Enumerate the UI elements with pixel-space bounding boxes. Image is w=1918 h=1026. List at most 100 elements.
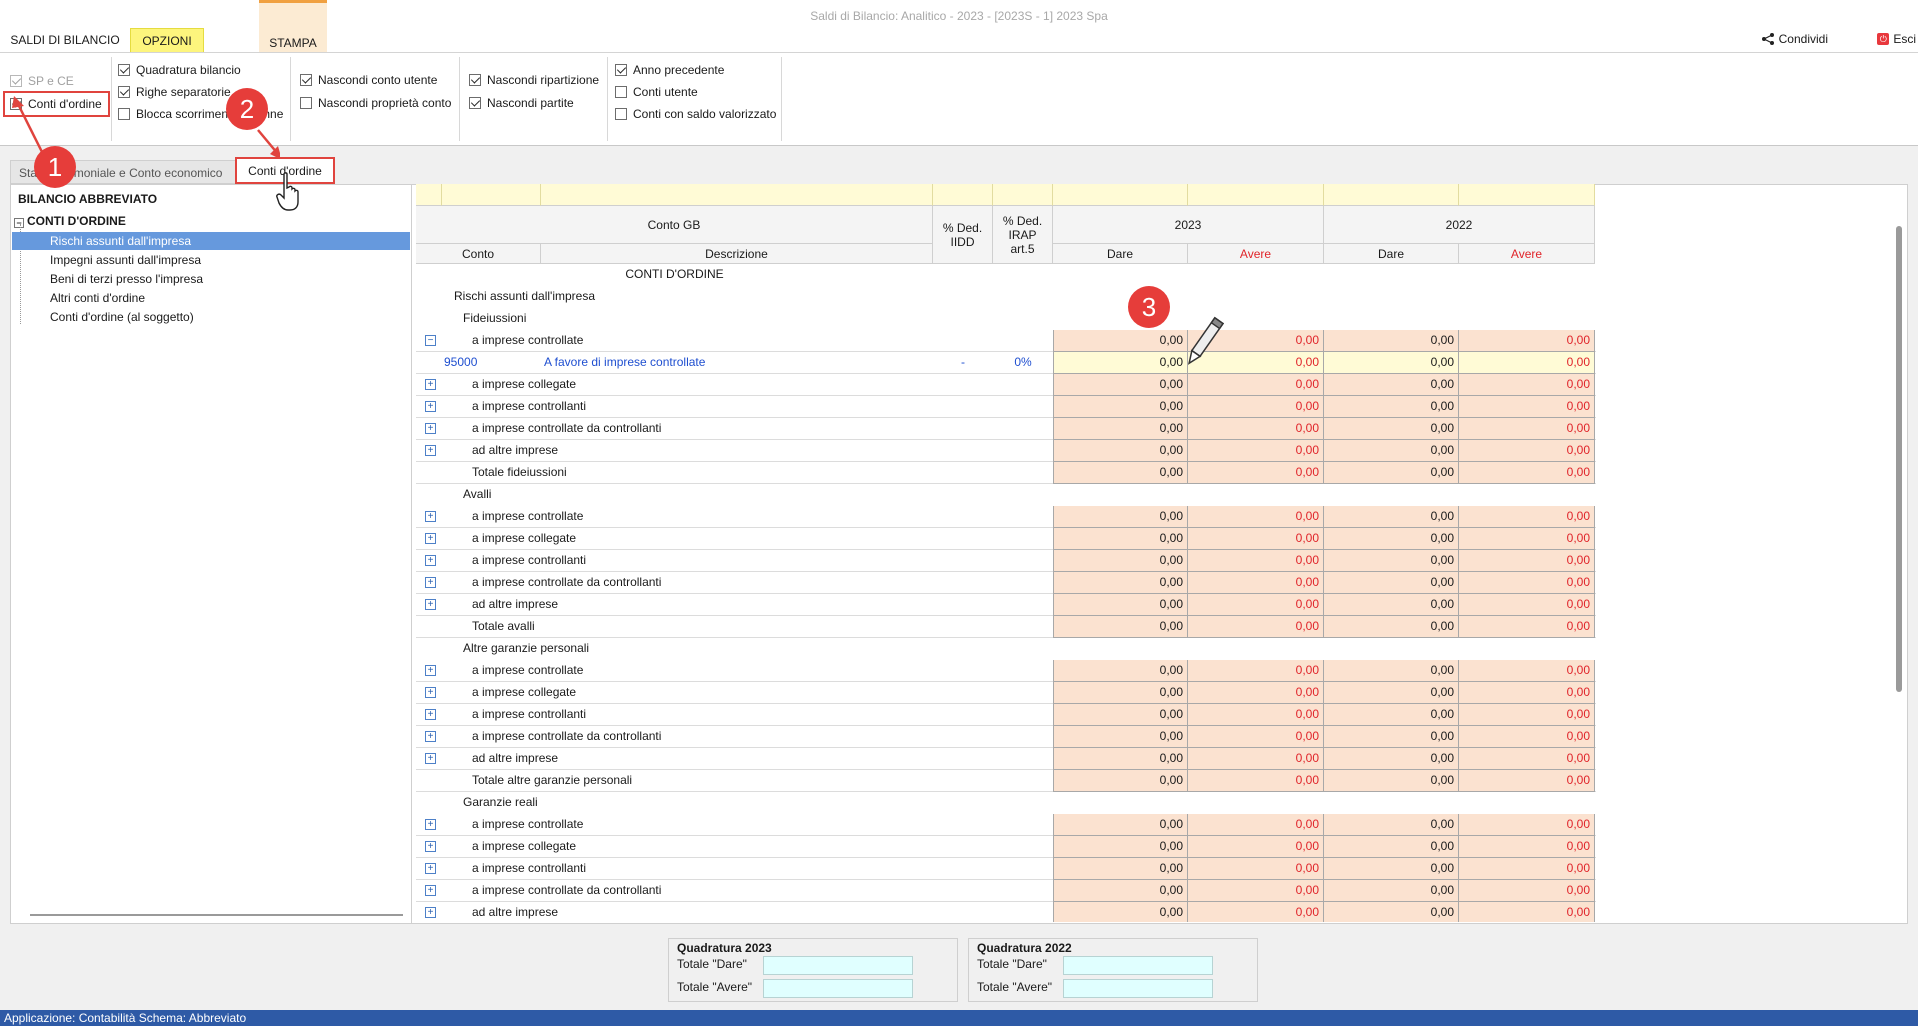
dare-2023-cell[interactable]: 0,00 [1053,374,1188,396]
tree-horizontal-scrollbar[interactable] [30,914,403,916]
avere-2023-cell[interactable]: 0,00 [1188,594,1324,616]
filter-dare-2022[interactable] [1324,184,1459,206]
checkbox-nascondi-ripartizione[interactable] [469,74,481,86]
checkbox-anno-precedente[interactable] [615,64,627,76]
filter-avere-2023[interactable] [1188,184,1324,206]
tab-opzioni[interactable]: OPZIONI [130,28,204,52]
tab-saldi-di-bilancio[interactable]: SALDI DI BILANCIO [10,33,120,47]
avere-2023-cell[interactable]: 0,00 [1188,836,1324,858]
avere-2022-cell[interactable]: 0,00 [1459,374,1595,396]
dare-2023-cell[interactable]: 0,00 [1053,726,1188,748]
header-dare-2023[interactable]: Dare [1053,244,1188,264]
expand-icon[interactable]: + [425,819,436,830]
dare-2023-cell[interactable]: 0,00 [1053,572,1188,594]
checkbox-conti-utente[interactable] [615,86,627,98]
avere-2023-cell[interactable]: 0,00 [1188,352,1324,374]
dare-2023-cell[interactable]: 0,00 [1053,748,1188,770]
dare-2022-cell[interactable]: 0,00 [1324,506,1459,528]
dare-2023-cell[interactable]: 0,00 [1053,682,1188,704]
filter-cell[interactable] [416,184,442,206]
avere-2023-cell[interactable]: 0,00 [1188,330,1324,352]
avere-2022-cell[interactable]: 0,00 [1459,550,1595,572]
dare-2023-cell[interactable]: 0,00 [1053,858,1188,880]
avere-2023-cell[interactable]: 0,00 [1188,902,1324,922]
avere-2022-cell[interactable]: 0,00 [1459,572,1595,594]
tree-group-conti-ordine[interactable]: − CONTI D'ORDINE [14,212,126,230]
tree-item-impegni[interactable]: Impegni assunti dall'impresa [50,253,202,267]
avere-2023-cell[interactable]: 0,00 [1188,726,1324,748]
dare-2022-cell[interactable]: 0,00 [1324,726,1459,748]
checkbox-conti-saldo[interactable] [615,108,627,120]
option-anno-precedente[interactable]: Anno precedente [615,60,724,80]
avere-2022-cell[interactable]: 0,00 [1459,836,1595,858]
dare-2022-cell[interactable]: 0,00 [1324,616,1459,638]
avere-2022-cell[interactable]: 0,00 [1459,660,1595,682]
expand-icon[interactable]: + [425,423,436,434]
option-nascondi-ripartizione[interactable]: Nascondi ripartizione [469,70,599,90]
expand-icon[interactable]: + [425,555,436,566]
dare-2022-cell[interactable]: 0,00 [1324,528,1459,550]
avere-2023-cell[interactable]: 0,00 [1188,572,1324,594]
option-nascondi-partite[interactable]: Nascondi partite [469,93,574,113]
avere-2022-cell[interactable]: 0,00 [1459,462,1595,484]
totale-avere-2022-field[interactable] [1063,979,1213,998]
dare-2022-cell[interactable]: 0,00 [1324,660,1459,682]
tab-stampa[interactable]: STAMPA [259,0,327,52]
expand-icon[interactable]: + [425,599,436,610]
avere-2023-cell[interactable]: 0,00 [1188,528,1324,550]
avere-2022-cell[interactable]: 0,00 [1459,396,1595,418]
avere-2022-cell[interactable]: 0,00 [1459,330,1595,352]
checkbox-nascondi-conto-utente[interactable] [300,74,312,86]
avere-2022-cell[interactable]: 0,00 [1459,748,1595,770]
filter-conto[interactable] [442,184,541,206]
avere-2023-cell[interactable]: 0,00 [1188,374,1324,396]
collapse-icon[interactable]: − [425,335,436,346]
exit-button[interactable]: ⏻ Esci [1877,32,1916,46]
avere-2022-cell[interactable]: 0,00 [1459,704,1595,726]
avere-2023-cell[interactable]: 0,00 [1188,748,1324,770]
tree-root[interactable]: BILANCIO ABBREVIATO [18,192,158,206]
totale-avere-2023-field[interactable] [763,979,913,998]
dare-2023-cell[interactable]: 0,00 [1053,418,1188,440]
avere-2022-cell[interactable]: 0,00 [1459,814,1595,836]
expand-icon[interactable]: + [425,577,436,588]
expand-icon[interactable]: + [425,379,436,390]
option-nascondi-conto-utente[interactable]: Nascondi conto utente [300,70,437,90]
dare-2022-cell[interactable]: 0,00 [1324,814,1459,836]
tree-item-altri-conti[interactable]: Altri conti d'ordine [50,291,146,305]
expand-icon[interactable]: + [425,709,436,720]
avere-2023-cell[interactable]: 0,00 [1188,858,1324,880]
expand-icon[interactable]: + [425,687,436,698]
dare-2022-cell[interactable]: 0,00 [1324,902,1459,922]
dare-2022-cell[interactable]: 0,00 [1324,550,1459,572]
dare-2023-cell[interactable]: 0,00 [1053,528,1188,550]
dare-2023-cell[interactable]: 0,00 [1053,352,1188,374]
dare-2023-cell[interactable]: 0,00 [1053,550,1188,572]
dare-2022-cell[interactable]: 0,00 [1324,858,1459,880]
header-avere-2023[interactable]: Avere [1188,244,1324,264]
option-sp-ce[interactable]: SP e CE [10,71,74,91]
header-descrizione[interactable]: Descrizione [541,244,933,264]
checkbox-sp-ce[interactable] [10,75,22,87]
share-button[interactable]: Condividi [1761,32,1828,46]
dare-2022-cell[interactable]: 0,00 [1324,572,1459,594]
expand-icon[interactable]: + [425,907,436,918]
expand-icon[interactable]: + [425,445,436,456]
filter-ded-iidd[interactable] [933,184,993,206]
dare-2023-cell[interactable]: 0,00 [1053,814,1188,836]
dare-2023-cell[interactable]: 0,00 [1053,506,1188,528]
dare-2023-cell[interactable]: 0,00 [1053,330,1188,352]
filter-ded-irap[interactable] [993,184,1053,206]
avere-2022-cell[interactable]: 0,00 [1459,528,1595,550]
avere-2023-cell[interactable]: 0,00 [1188,770,1324,792]
option-quadratura[interactable]: Quadratura bilancio [118,60,241,80]
expand-icon[interactable]: + [425,511,436,522]
dare-2022-cell[interactable]: 0,00 [1324,880,1459,902]
dare-2022-cell[interactable]: 0,00 [1324,748,1459,770]
totale-dare-2023-field[interactable] [763,956,913,975]
avere-2023-cell[interactable]: 0,00 [1188,396,1324,418]
dare-2023-cell[interactable]: 0,00 [1053,770,1188,792]
avere-2022-cell[interactable]: 0,00 [1459,770,1595,792]
avere-2023-cell[interactable]: 0,00 [1188,814,1324,836]
dare-2022-cell[interactable]: 0,00 [1324,374,1459,396]
